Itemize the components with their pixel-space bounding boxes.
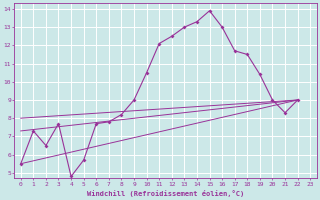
X-axis label: Windchill (Refroidissement éolien,°C): Windchill (Refroidissement éolien,°C) bbox=[87, 190, 244, 197]
